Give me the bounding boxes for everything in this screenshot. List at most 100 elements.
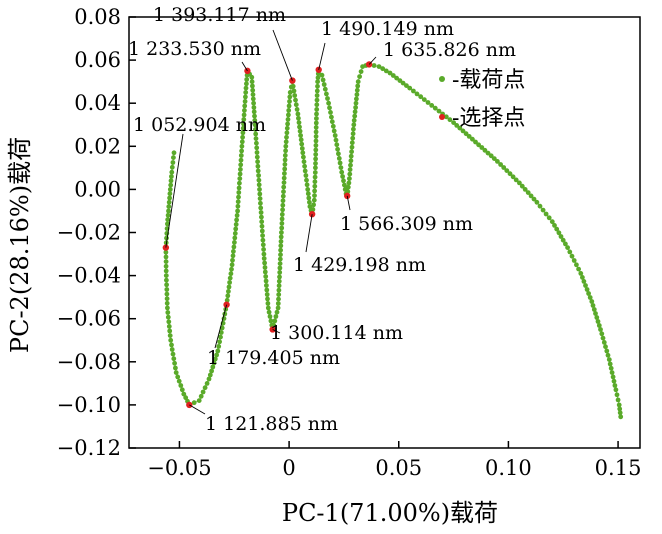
annotation-label: 1 179.405 nm xyxy=(207,347,340,369)
loading-point xyxy=(280,198,286,204)
loading-point xyxy=(183,395,189,401)
loading-point xyxy=(451,120,456,125)
loading-point xyxy=(307,204,313,210)
loading-point xyxy=(238,167,243,172)
loading-point xyxy=(256,177,262,183)
loading-point xyxy=(169,164,175,170)
loading-point xyxy=(466,134,472,139)
annotation-leader xyxy=(272,29,293,81)
x-tick-label: 0.15 xyxy=(595,456,642,480)
loading-point xyxy=(166,319,172,325)
loading-point xyxy=(242,103,248,109)
loading-point xyxy=(287,94,293,100)
loading-point xyxy=(232,235,238,241)
loading-point xyxy=(250,83,255,89)
loading-point xyxy=(268,318,274,324)
loading-point xyxy=(349,140,355,146)
loading-point xyxy=(202,385,208,391)
loading-point xyxy=(251,105,257,110)
loading-point xyxy=(295,111,301,117)
loading-point xyxy=(282,166,288,172)
y-tick-label: −0.12 xyxy=(57,436,121,460)
loading-point xyxy=(603,344,608,350)
loading-point xyxy=(172,360,178,366)
loading-point xyxy=(284,134,289,140)
loading-point xyxy=(341,178,346,184)
loading-point xyxy=(237,180,242,186)
loading-point xyxy=(173,365,178,371)
loading-point xyxy=(204,381,210,386)
loading-point xyxy=(311,202,316,208)
loading-point xyxy=(594,315,600,320)
loading-point xyxy=(255,159,260,165)
loading-point xyxy=(214,352,220,358)
loading-point xyxy=(167,195,173,201)
loading-point xyxy=(595,319,601,324)
loading-point xyxy=(479,145,485,150)
loading-point xyxy=(498,162,503,167)
loading-point xyxy=(235,199,241,205)
loading-point xyxy=(611,378,617,384)
loading-point xyxy=(291,88,297,94)
loading-point xyxy=(258,200,263,206)
x-tick-label: 0.05 xyxy=(375,456,422,480)
loading-point xyxy=(169,342,174,348)
loading-point xyxy=(165,217,171,223)
loading-point xyxy=(279,221,285,226)
loading-point xyxy=(299,141,305,147)
loading-point xyxy=(239,139,245,145)
loading-point xyxy=(354,87,360,93)
loading-point xyxy=(278,247,283,253)
loading-point xyxy=(331,128,337,134)
loading-point xyxy=(240,125,246,131)
loading-point xyxy=(266,309,272,315)
loading-point xyxy=(240,130,246,136)
loading-point xyxy=(454,123,460,128)
annotation-label: 1 635.826 nm xyxy=(383,39,516,61)
y-tick-label: 0.00 xyxy=(74,177,121,201)
legend-marker-selected xyxy=(439,114,445,120)
loading-point xyxy=(216,344,222,349)
loading-point xyxy=(313,134,319,139)
loading-point xyxy=(327,105,332,111)
loading-point xyxy=(163,254,169,260)
loading-point xyxy=(256,182,262,188)
loading-point xyxy=(313,165,318,171)
loading-point xyxy=(259,219,265,225)
loading-point xyxy=(276,296,281,302)
loading-point xyxy=(283,148,288,154)
loading-point xyxy=(250,96,256,102)
y-tick-label: 0.02 xyxy=(74,134,121,158)
loading-point xyxy=(600,335,606,341)
loading-point xyxy=(282,162,288,167)
loading-point xyxy=(262,265,268,270)
loading-point xyxy=(171,150,177,156)
loading-point xyxy=(167,187,173,192)
loading-point xyxy=(244,81,249,87)
annotation-label: 1 233.530 nm xyxy=(128,38,261,60)
loading-point xyxy=(304,177,309,183)
x-tick-label: −0.05 xyxy=(147,456,211,480)
loading-point xyxy=(279,225,285,231)
loading-point xyxy=(230,253,236,259)
loading-point xyxy=(613,387,619,393)
loading-point xyxy=(163,273,169,278)
loading-point xyxy=(517,180,522,186)
loading-point xyxy=(267,314,273,319)
loading-point xyxy=(617,406,623,412)
loading-point xyxy=(351,122,357,128)
loading-point xyxy=(225,293,231,299)
loading-point xyxy=(313,143,319,148)
loading-point xyxy=(264,287,270,293)
loading-point xyxy=(274,309,280,315)
loading-point xyxy=(501,165,507,170)
loading-point xyxy=(243,90,249,95)
loading-point xyxy=(342,182,347,188)
loading-point xyxy=(320,77,326,83)
loading-point xyxy=(605,352,611,358)
loading-point xyxy=(191,400,197,406)
loading-point xyxy=(546,215,552,221)
loading-point xyxy=(284,130,290,136)
loading-point xyxy=(234,213,240,218)
